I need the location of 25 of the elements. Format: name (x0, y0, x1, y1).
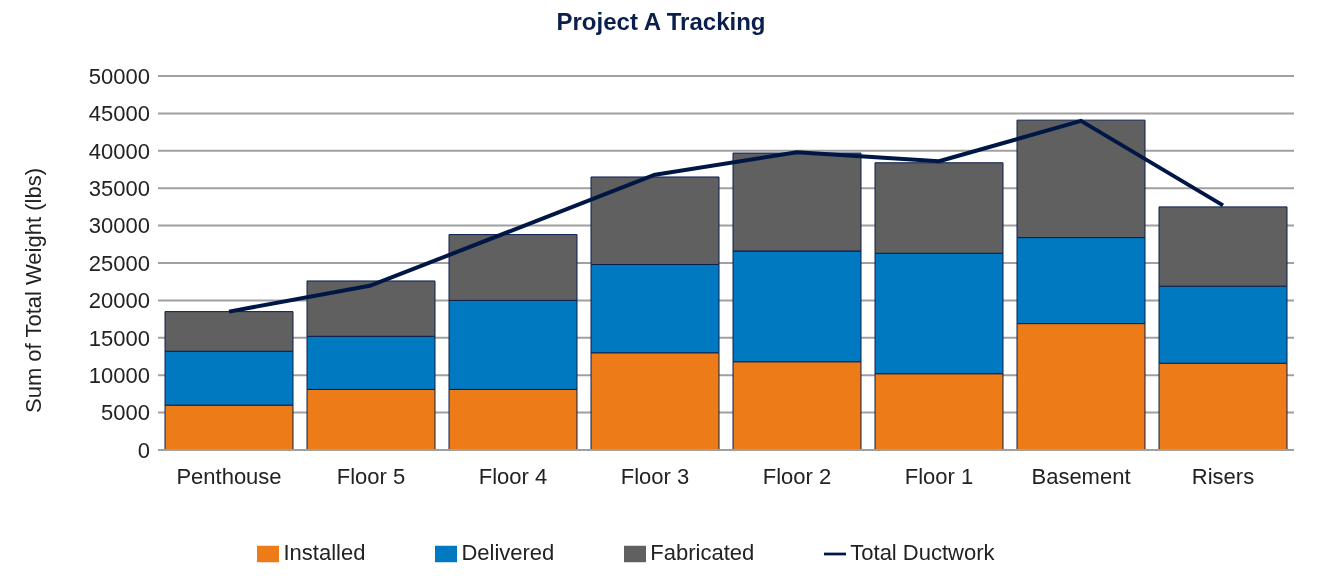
y-tick-label: 20000 (88, 288, 150, 314)
y-tick-label: 10000 (88, 363, 150, 389)
x-tick-label: Floor 3 (620, 463, 690, 489)
y-tick-label: 35000 (88, 176, 150, 202)
x-tick-label: Penthouse (176, 463, 282, 489)
y-tick-label: 45000 (88, 101, 150, 127)
y-tick-label: 50000 (88, 63, 150, 89)
legend-label: Installed (283, 540, 366, 565)
x-tick-label: Basement (1031, 463, 1131, 489)
legend-label: Total Ductwork (850, 540, 995, 565)
y-tick-label: 25000 (88, 250, 150, 276)
x-tick-label: Risers (1191, 463, 1255, 489)
legend-label: Fabricated (650, 540, 755, 565)
x-tick-label: Floor 5 (336, 463, 406, 489)
y-tick-label: 40000 (88, 138, 150, 164)
y-axis-title: Sum of Total Weight (lbs) (20, 168, 46, 413)
x-tick-label: Floor 2 (762, 463, 832, 489)
y-tick-label: 30000 (88, 213, 150, 239)
x-tick-label: Floor 1 (904, 463, 974, 489)
y-tick-label: 5000 (101, 400, 150, 426)
chart-title: Project A Tracking (555, 8, 767, 36)
x-tick-label: Floor 4 (478, 463, 548, 489)
y-tick-label: 0 (137, 437, 150, 463)
y-tick-label: 15000 (88, 325, 150, 351)
legend-label: Delivered (461, 540, 555, 565)
